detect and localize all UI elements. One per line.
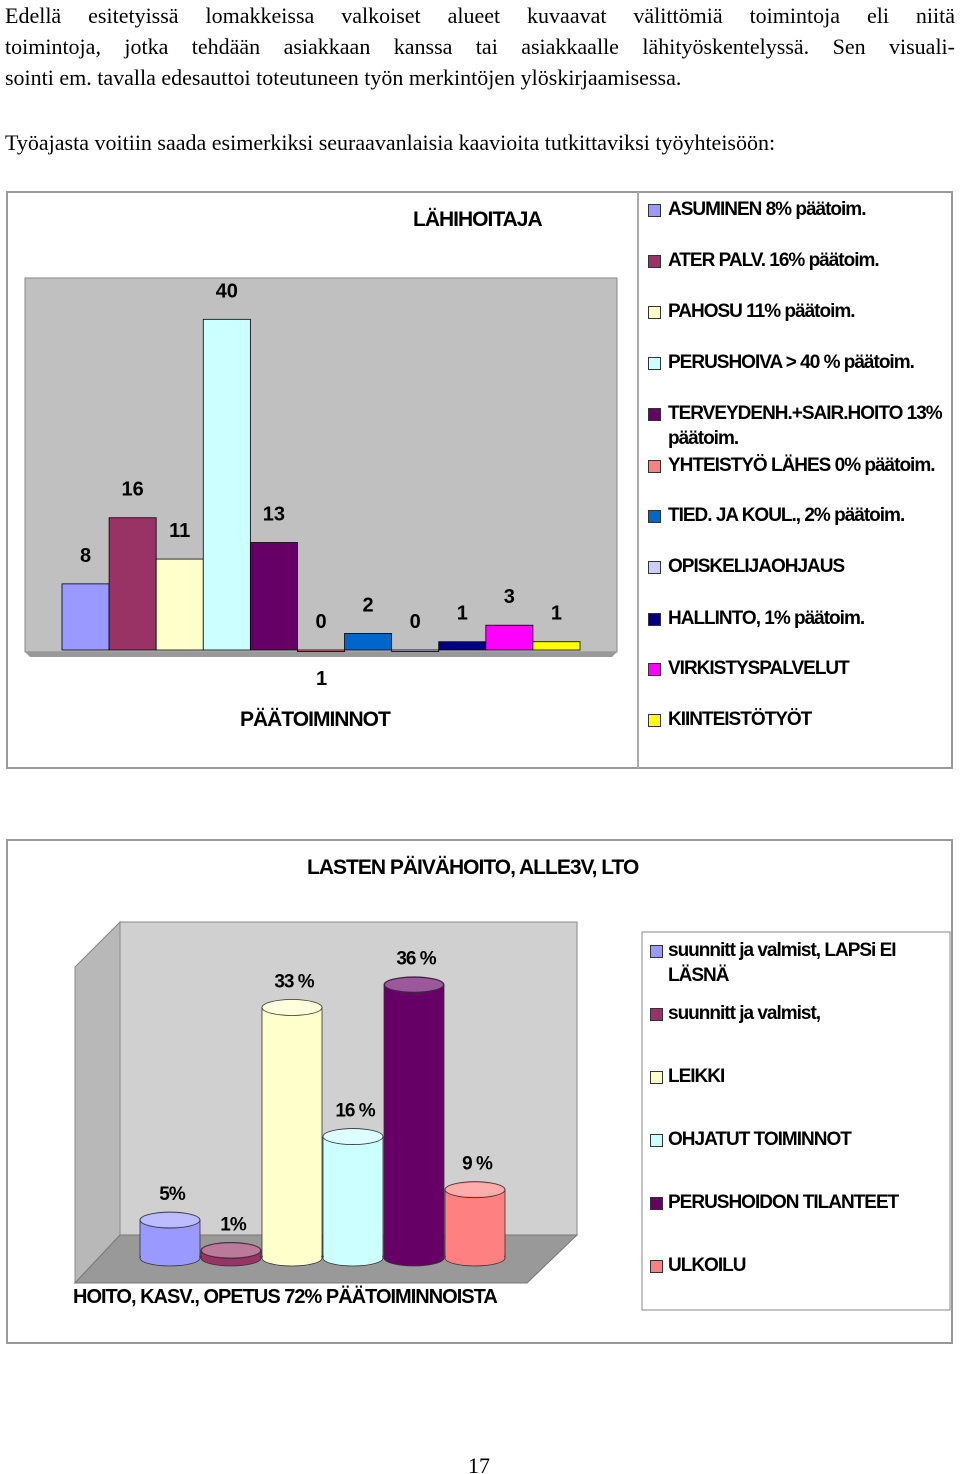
cylinder-top-shine [385, 977, 443, 992]
cylinder-top [139, 1211, 201, 1229]
legend-swatch [648, 714, 661, 727]
legend-label: KIINTEISTÖTYÖT [668, 709, 812, 730]
bar [108, 517, 157, 651]
legend-swatch [648, 561, 661, 574]
bar [391, 649, 440, 652]
legend-label: ASUMINEN 8% päätoim. [668, 199, 866, 220]
cylinder-top [444, 1181, 506, 1199]
value-label: 3 [504, 586, 515, 608]
value-label: 9 % [462, 1154, 493, 1175]
cylinder-fill [262, 1007, 322, 1258]
value-label: 8 [80, 545, 91, 567]
cylinder-top [322, 1128, 384, 1145]
legend-label: YHTEISTYÖ LÄHES 0% päätoim. [668, 455, 936, 476]
cylinder-fill [445, 1189, 505, 1258]
legend-label: OHJATUT TOIMINNOT [668, 1129, 852, 1150]
value-label: 5% [159, 1184, 186, 1205]
bar [155, 558, 204, 651]
bar [202, 318, 251, 651]
legend-label: PAHOSU 11% päätoim. [668, 301, 856, 322]
legend-label: OPISKELIJAOHJAUS [668, 556, 845, 577]
legend-swatch [650, 945, 663, 958]
value-label: 16 % [335, 1101, 375, 1122]
bar [249, 542, 298, 651]
legend-box [641, 931, 951, 1311]
x-axis-title: PÄÄTOIMINNOT [240, 708, 391, 731]
value-label: 16 [122, 479, 144, 501]
legend-label: TIED. JA KOUL., 2% päätoim. [668, 505, 905, 526]
paragraph-line: Työajasta voitiin saada esimerkiksi seur… [5, 130, 776, 155]
legend-swatch [650, 1197, 663, 1210]
legend-swatch [648, 357, 661, 370]
value-label: 40 [216, 280, 238, 302]
legend-swatch [650, 1071, 663, 1084]
bar [485, 624, 534, 651]
value-label: 33 % [274, 972, 314, 993]
paragraph-line: Edellä esitetyissä lomakkeissa valkoiset… [5, 3, 955, 28]
legend-swatch [648, 255, 661, 268]
value-label: 13 [263, 504, 285, 526]
bar [438, 641, 487, 651]
legend-swatch [648, 510, 661, 523]
legend-label: LEIKKI [668, 1066, 725, 1087]
legend-label: VIRKISTYSPALVELUT [668, 658, 850, 679]
legend-label: ATER PALV. 16% päätoim. [668, 250, 880, 271]
legend-label: suunnitt ja valmist, [668, 1003, 821, 1024]
legend-label: PERUSHOIDON TILANTEET [668, 1192, 899, 1213]
legend-swatch [648, 408, 661, 421]
plot-floor [25, 652, 617, 657]
value-label: 0 [410, 611, 421, 633]
value-label: 2 [363, 594, 374, 616]
value-label: 11 [169, 520, 190, 542]
legend-swatch [648, 204, 661, 217]
cylinder-top-shine [446, 1182, 504, 1197]
page-number: 17 [468, 1453, 490, 1474]
cylinder-fill [323, 1136, 383, 1258]
legend-swatch [648, 613, 661, 626]
cylinder-top-shine [324, 1129, 382, 1144]
legend-swatch [650, 1008, 663, 1021]
value-label: 1 [551, 603, 562, 625]
legend-swatch [650, 1134, 663, 1147]
side-wall [74, 920, 121, 1285]
cylinder-top-shine [141, 1213, 199, 1228]
paragraph-line: toimintoja, jotka tehdään asiakkaan kans… [5, 34, 955, 59]
legend-label: ULKOILU [668, 1255, 746, 1276]
bar [61, 583, 110, 651]
cylinder-top-shine [202, 1243, 260, 1258]
bar [297, 649, 345, 652]
cylinder-top-shine [263, 1000, 321, 1015]
legend-label: TERVEYDENH.+SAIR.HOITO 13% päätoim. [668, 403, 943, 449]
cylinder-top [261, 999, 323, 1016]
legend-swatch [650, 1260, 663, 1273]
legend-swatch [648, 663, 661, 676]
bar [532, 641, 581, 651]
x-axis-title: HOITO, KASV., OPETUS 72% PÄÄTOIMINNOISTA [73, 1286, 498, 1308]
legend-swatch [648, 460, 661, 473]
cylinder-top [383, 976, 445, 994]
value-label: 1 [457, 603, 468, 625]
paragraph-line: sointi em. tavalla edesauttoi toteutunee… [5, 65, 682, 90]
legend-label: suunnitt ja valmist, LAPSi EI LÄSNÄ [668, 940, 897, 986]
cylinder-fill [384, 984, 444, 1258]
legend-label: HALLINTO, 1% päätoim. [668, 608, 865, 629]
legend-swatch [648, 306, 661, 319]
legend-label: PERUSHOIVA > 40 % päätoim. [668, 352, 915, 373]
chart-title: LÄHIHOITAJA [413, 208, 543, 231]
bar [344, 633, 393, 651]
value-label: 36 % [396, 949, 436, 970]
value-label: 1% [220, 1214, 247, 1235]
chart-title: LASTEN PÄIVÄHOITO, ALLE3V, LTO [307, 856, 639, 879]
x-tick-label: 1 [316, 668, 327, 690]
value-label: 0 [315, 611, 326, 633]
cylinder-top [200, 1242, 262, 1259]
